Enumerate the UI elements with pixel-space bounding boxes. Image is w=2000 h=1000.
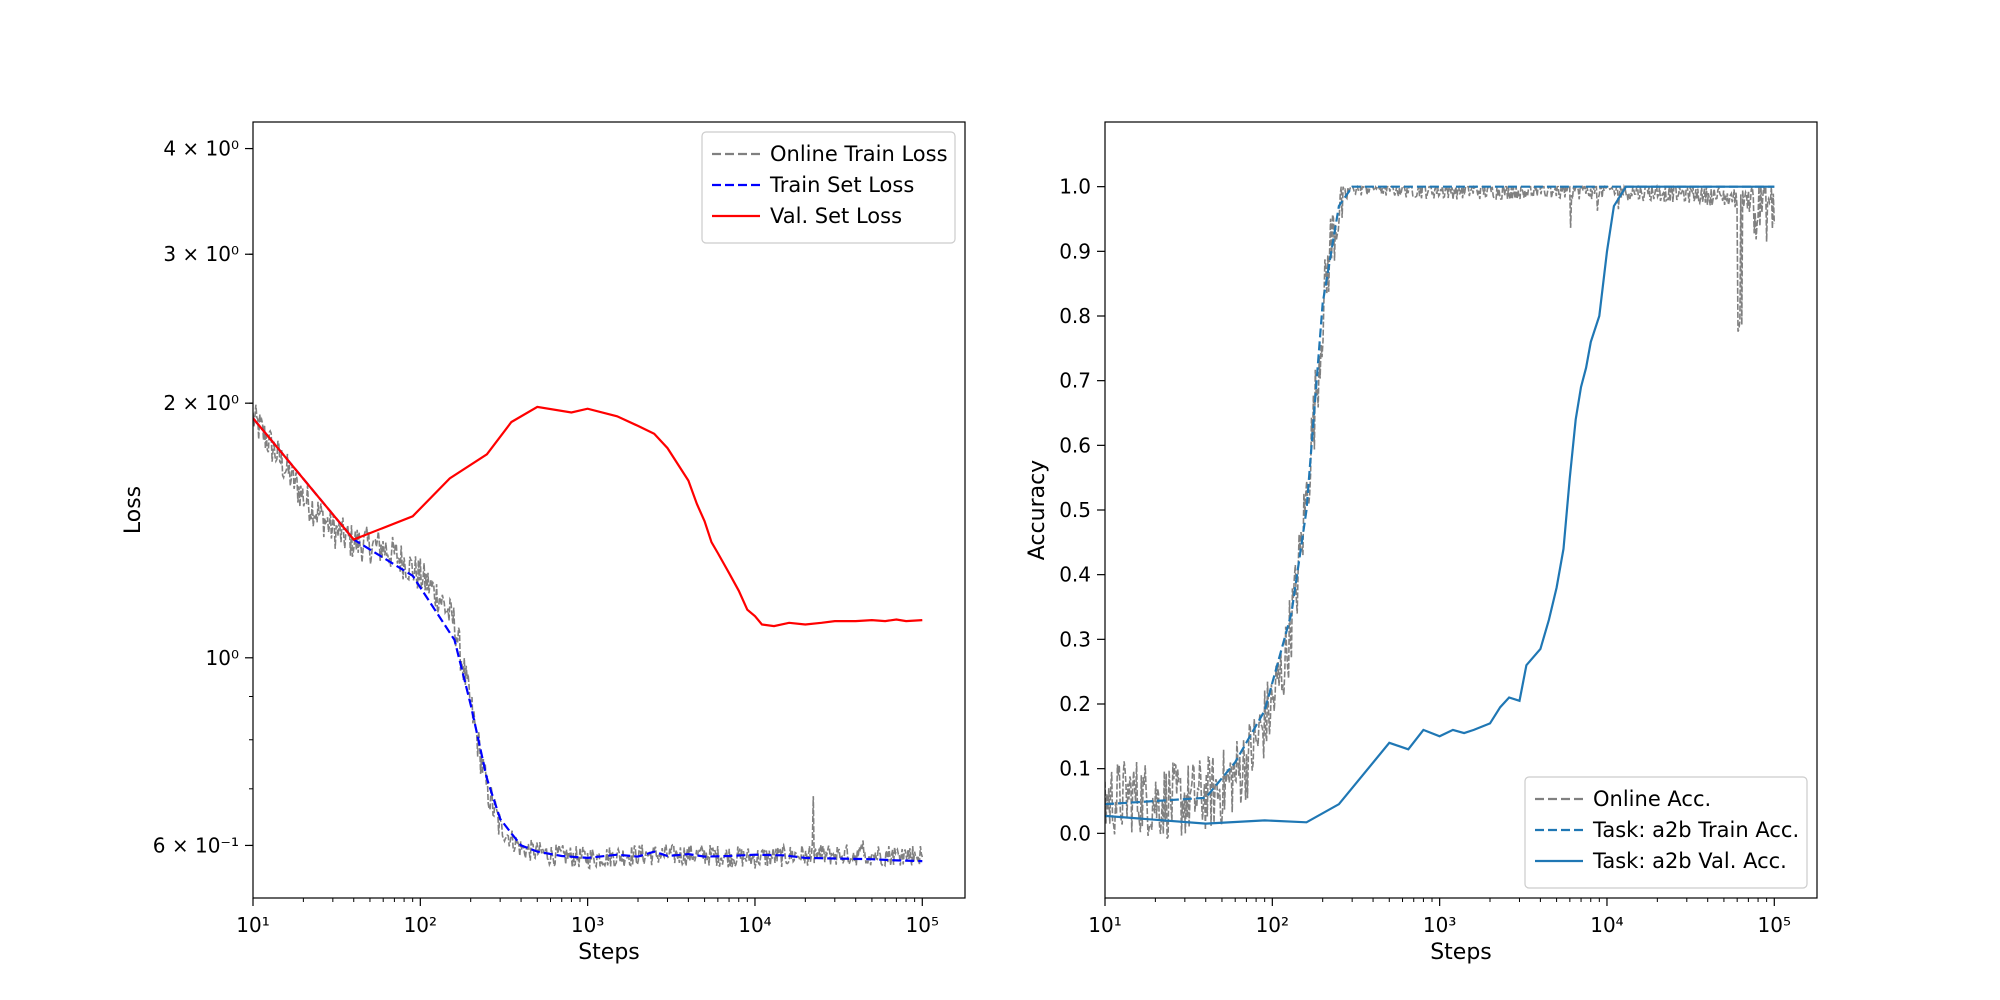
x-tick-label: 10³ bbox=[1423, 913, 1456, 937]
y-tick-label: 0.0 bbox=[1059, 821, 1091, 845]
x-axis-label: Steps bbox=[578, 940, 640, 965]
legend-label: Task: a2b Train Acc. bbox=[1592, 818, 1799, 842]
series-line-1 bbox=[1105, 183, 1776, 839]
legend-label: Val. Set Loss bbox=[770, 204, 902, 228]
x-tick-label: 10⁴ bbox=[738, 913, 771, 937]
y-tick-label: 2 × 10⁰ bbox=[163, 391, 239, 415]
y-tick-label: 0.8 bbox=[1059, 304, 1091, 328]
y-tick-label: 0.2 bbox=[1059, 692, 1091, 716]
legend-box bbox=[701, 131, 956, 244]
x-tick-label: 10⁵ bbox=[1758, 913, 1791, 937]
x-tick-label: 10⁴ bbox=[1590, 913, 1623, 937]
x-tick-label: 10² bbox=[1256, 913, 1289, 937]
y-tick-label: 0.1 bbox=[1059, 757, 1091, 781]
y-tick-label: 0.7 bbox=[1059, 369, 1091, 393]
legend-label: Task: a2b Val. Acc. bbox=[1592, 849, 1787, 873]
x-tick-label: 10¹ bbox=[236, 913, 269, 937]
series-line-3 bbox=[1105, 185, 1775, 825]
y-tick-label: 0.6 bbox=[1059, 433, 1091, 457]
y-tick-label: 0.5 bbox=[1059, 498, 1091, 522]
legend-box bbox=[1524, 776, 1808, 889]
accuracy-chart: 10¹ 10² 10³ 10⁴ 10⁵ 0.0 0.1 0.2 0.3 0.4 0.5 0.6 0.7 0… bbox=[1025, 121, 1818, 965]
x-axis-label: Steps bbox=[1430, 940, 1492, 965]
plot-area bbox=[253, 404, 924, 870]
y-tick-label: 4 × 10⁰ bbox=[163, 137, 239, 161]
plot-area bbox=[1105, 183, 1776, 839]
loss-chart: 10¹ 10² 10³ 10⁴ 10⁵ 6 × 10⁻¹ 10⁰ 2 × 10⁰ 3 × 10⁰… bbox=[121, 121, 966, 965]
y-tick-label: 0.4 bbox=[1059, 563, 1091, 587]
x-tick-label: 10² bbox=[404, 913, 437, 937]
y-axis-label: Loss bbox=[121, 486, 146, 534]
y-tick-label: 0.9 bbox=[1059, 239, 1091, 263]
legend-label: Train Set Loss bbox=[769, 173, 914, 197]
x-tick-label: 10¹ bbox=[1088, 913, 1121, 937]
x-tick-label: 10⁵ bbox=[906, 913, 939, 937]
legend-label: Online Train Loss bbox=[770, 142, 948, 166]
y-tick-label: 6 × 10⁻¹ bbox=[153, 833, 239, 857]
y-tick-label: 3 × 10⁰ bbox=[163, 242, 239, 266]
series-line-3 bbox=[253, 405, 923, 628]
legend-label: Online Acc. bbox=[1593, 787, 1711, 811]
axes-frame bbox=[252, 121, 966, 899]
y-tick-label: 0.3 bbox=[1059, 627, 1091, 651]
series-line-2 bbox=[253, 417, 923, 863]
y-tick-label: 10⁰ bbox=[206, 646, 239, 670]
series-line-1 bbox=[253, 404, 924, 870]
y-tick-label: 1.0 bbox=[1059, 175, 1091, 199]
legend: Online Acc. Task: a2b Train Acc. Task: a2b… bbox=[1524, 776, 1808, 889]
x-tick-label: 10³ bbox=[571, 913, 604, 937]
series-line-2 bbox=[1105, 185, 1775, 806]
legend: Online Train Loss Train Set Loss Val. Set … bbox=[701, 131, 956, 244]
y-axis-label: Accuracy bbox=[1025, 460, 1050, 560]
